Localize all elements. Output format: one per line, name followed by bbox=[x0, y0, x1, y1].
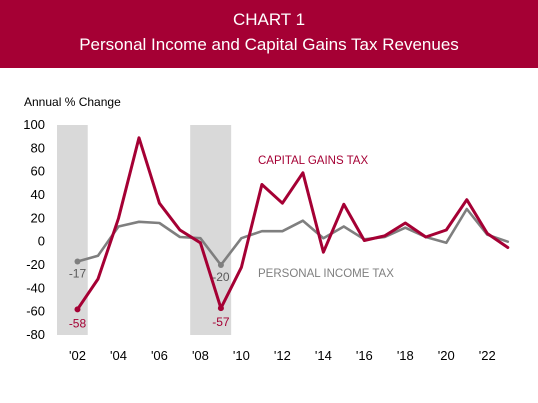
title-banner: CHART 1 Personal Income and Capital Gain… bbox=[0, 0, 538, 68]
recession-shading-2 bbox=[190, 125, 232, 335]
y-tick-label: 40 bbox=[31, 187, 45, 202]
y-tick-label: -80 bbox=[26, 327, 45, 342]
capital-gains-point-2009 bbox=[217, 305, 224, 312]
data-label: -57 bbox=[212, 315, 230, 329]
capital-gains-point-2002 bbox=[74, 306, 81, 313]
x-tick-label: '22 bbox=[479, 348, 496, 363]
x-tick-label: '12 bbox=[274, 348, 291, 363]
x-tick-label: '02 bbox=[69, 348, 86, 363]
data-label: -17 bbox=[69, 267, 87, 281]
chart-number: CHART 1 bbox=[232, 10, 306, 29]
data-label: -58 bbox=[69, 316, 87, 330]
personal-income-point-2002 bbox=[74, 258, 81, 265]
personal-income-point-2009 bbox=[217, 262, 224, 268]
y-tick-label: 20 bbox=[31, 210, 45, 225]
capital-gains-series-label: CAPITAL GAINS TAX bbox=[258, 155, 368, 167]
x-tick-label: '20 bbox=[438, 348, 455, 363]
personal-income-series-label: PERSONAL INCOME TAX bbox=[258, 268, 394, 280]
y-axis-label: Annual % Change bbox=[24, 95, 121, 109]
y-tick-label: -60 bbox=[26, 304, 45, 319]
x-tick-label: '08 bbox=[192, 348, 209, 363]
data-label: -20 bbox=[212, 270, 230, 284]
x-tick-label: '06 bbox=[151, 348, 168, 363]
personal-income-tax-line bbox=[76, 207, 510, 267]
x-tick-label: '10 bbox=[233, 348, 250, 363]
x-tick-label: '14 bbox=[315, 348, 332, 363]
x-tick-label: '18 bbox=[397, 348, 414, 363]
x-tick-label: '04 bbox=[110, 348, 127, 363]
chart-title: Personal Income and Capital Gains Tax Re… bbox=[79, 35, 459, 54]
y-tick-label: 60 bbox=[31, 164, 45, 179]
y-tick-label: 0 bbox=[38, 234, 45, 249]
y-tick-label: 100 bbox=[23, 117, 45, 132]
y-tick-label: -20 bbox=[26, 257, 45, 272]
y-tick-label: -40 bbox=[26, 280, 45, 295]
y-tick-label: 80 bbox=[31, 140, 45, 155]
capital-gains-tax-line bbox=[76, 136, 510, 311]
x-tick-label: '16 bbox=[356, 348, 373, 363]
